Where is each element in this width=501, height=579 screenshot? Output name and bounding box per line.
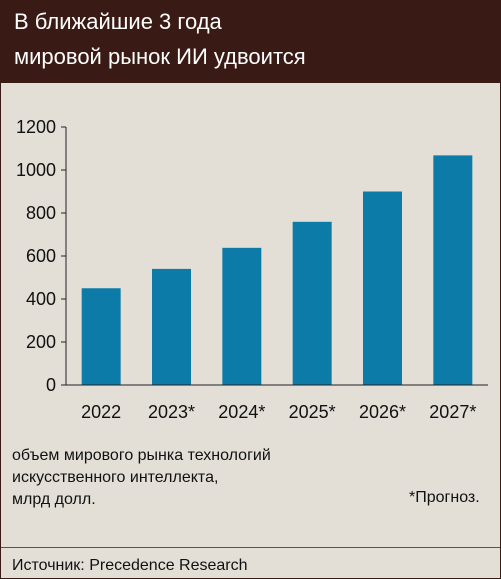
y-tick-label: 800 — [26, 203, 56, 223]
x-tick-label: 2026* — [359, 402, 406, 422]
bar-2024 — [222, 247, 262, 385]
chart-caption: объем мирового рынка технологий искусств… — [12, 445, 342, 511]
source-line: Источник: Precedence Research — [12, 557, 248, 574]
title-line-1: В ближайшие 3 года — [14, 9, 222, 34]
y-tick-label: 200 — [26, 332, 56, 352]
caption-line-2: искусственного интеллекта, — [12, 469, 219, 486]
y-tick-label: 0 — [46, 375, 56, 395]
bar-chart: 0 200 400 600 800 1000 1200 2022 2023* 2024* 2025… — [16, 117, 488, 422]
y-tick-label: 1200 — [16, 117, 56, 137]
x-tick-label: 2027* — [429, 402, 476, 422]
y-tick-label: 600 — [26, 246, 56, 266]
forecast-footnote: *Прогноз. — [409, 489, 480, 506]
bars-group — [81, 155, 473, 385]
bar-2027 — [433, 155, 473, 385]
caption-line-3: млрд долл. — [12, 491, 96, 508]
y-tick-label: 400 — [26, 289, 56, 309]
bar-2026 — [363, 191, 402, 385]
x-tick-label: 2022 — [81, 402, 121, 422]
x-tick-label: 2025* — [289, 402, 336, 422]
x-axis: 2022 2023* 2024* 2025* 2026* 2027* — [66, 384, 488, 422]
bar-2023 — [152, 268, 191, 385]
title-line-2: мировой рынок ИИ удвоится — [14, 44, 306, 69]
bar-2022 — [81, 288, 121, 385]
x-tick-label: 2023* — [148, 402, 195, 422]
y-axis: 0 200 400 600 800 1000 1200 — [16, 117, 67, 395]
header-banner: В ближайшие 3 года мировой рынок ИИ удво… — [1, 1, 500, 83]
footer-divider — [1, 547, 500, 548]
bar-2025 — [292, 221, 332, 385]
y-tick-label: 1000 — [16, 160, 56, 180]
x-tick-label: 2024* — [218, 402, 265, 422]
caption-line-1: объем мирового рынка технологий — [12, 447, 271, 464]
